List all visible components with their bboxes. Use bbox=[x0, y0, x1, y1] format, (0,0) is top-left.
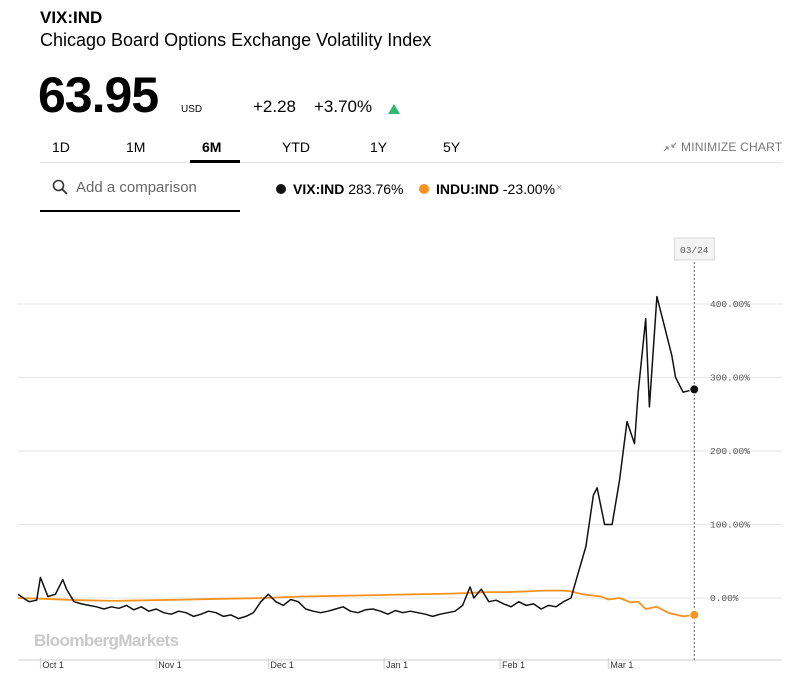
legend-dot-vix bbox=[276, 184, 286, 194]
minimize-chart-label: MINIMIZE CHART bbox=[681, 140, 783, 154]
x-tick-label-4: Feb 1 bbox=[502, 660, 525, 670]
minimize-arrows-icon bbox=[663, 141, 677, 152]
series-line-1 bbox=[17, 589, 695, 618]
y-tick-label-1: 100.00% bbox=[710, 520, 750, 531]
bloomberg-watermark: BloombergMarkets bbox=[34, 631, 179, 650]
x-tick-label-2: Dec 1 bbox=[270, 660, 294, 670]
legend-item-vix: VIX:IND 283.76% bbox=[276, 181, 404, 197]
ticker-symbol: VIX:IND bbox=[40, 8, 103, 27]
up-arrow-icon bbox=[388, 104, 400, 114]
tab-1m[interactable]: 1M bbox=[126, 139, 146, 155]
y-tick-label-3: 300.00% bbox=[710, 373, 750, 384]
tab-ytd[interactable]: YTD bbox=[282, 139, 310, 155]
comparison-search-input[interactable] bbox=[76, 176, 236, 198]
y-tick-label-4: 400.00% bbox=[710, 299, 750, 310]
tab-1y[interactable]: 1Y bbox=[370, 139, 388, 155]
legend-name-vix: VIX:IND bbox=[293, 181, 345, 197]
minimize-chart-button[interactable]: MINIMIZE CHART bbox=[663, 140, 782, 154]
comparison-input-underline bbox=[40, 210, 240, 212]
price-change-percent: +3.70% bbox=[314, 97, 373, 116]
x-tick-label-3: Jan 1 bbox=[386, 660, 408, 670]
legend-item-indu: INDU:IND -23.00% bbox=[419, 181, 555, 197]
y-tick-label-2: 200.00% bbox=[710, 446, 750, 457]
crosshair-date-box bbox=[673, 237, 715, 261]
x-tick-label-5: Mar 1 bbox=[610, 660, 633, 670]
last-price: 63.95 bbox=[38, 67, 159, 123]
tab-6m[interactable]: 6M bbox=[202, 139, 222, 155]
remove-comparison-icon[interactable]: × bbox=[556, 182, 563, 194]
series-endpoint-0 bbox=[689, 384, 700, 395]
price-currency: USD bbox=[181, 104, 203, 115]
price-change: +2.28 bbox=[253, 97, 297, 116]
x-tick-label-0: Oct 1 bbox=[42, 660, 64, 670]
tab-5y[interactable]: 5Y bbox=[443, 139, 461, 155]
y-tick-label-0: 0.00% bbox=[710, 593, 739, 604]
crosshair-date-label: 03/24 bbox=[680, 245, 709, 256]
active-tab-indicator bbox=[190, 160, 240, 163]
search-icon bbox=[52, 179, 68, 195]
series-endpoint-1 bbox=[689, 609, 700, 620]
legend-dot-indu bbox=[419, 184, 429, 194]
series-line-0 bbox=[17, 295, 695, 620]
legend-value-indu: -23.00% bbox=[502, 181, 556, 197]
security-name: Chicago Board Options Exchange Volatilit… bbox=[40, 30, 432, 50]
tabs-divider bbox=[40, 162, 782, 163]
legend-value-vix: 283.76% bbox=[348, 181, 404, 197]
x-tick-label-1: Nov 1 bbox=[158, 660, 182, 670]
tab-1d[interactable]: 1D bbox=[52, 139, 70, 155]
legend-name-indu: INDU:IND bbox=[436, 181, 499, 197]
